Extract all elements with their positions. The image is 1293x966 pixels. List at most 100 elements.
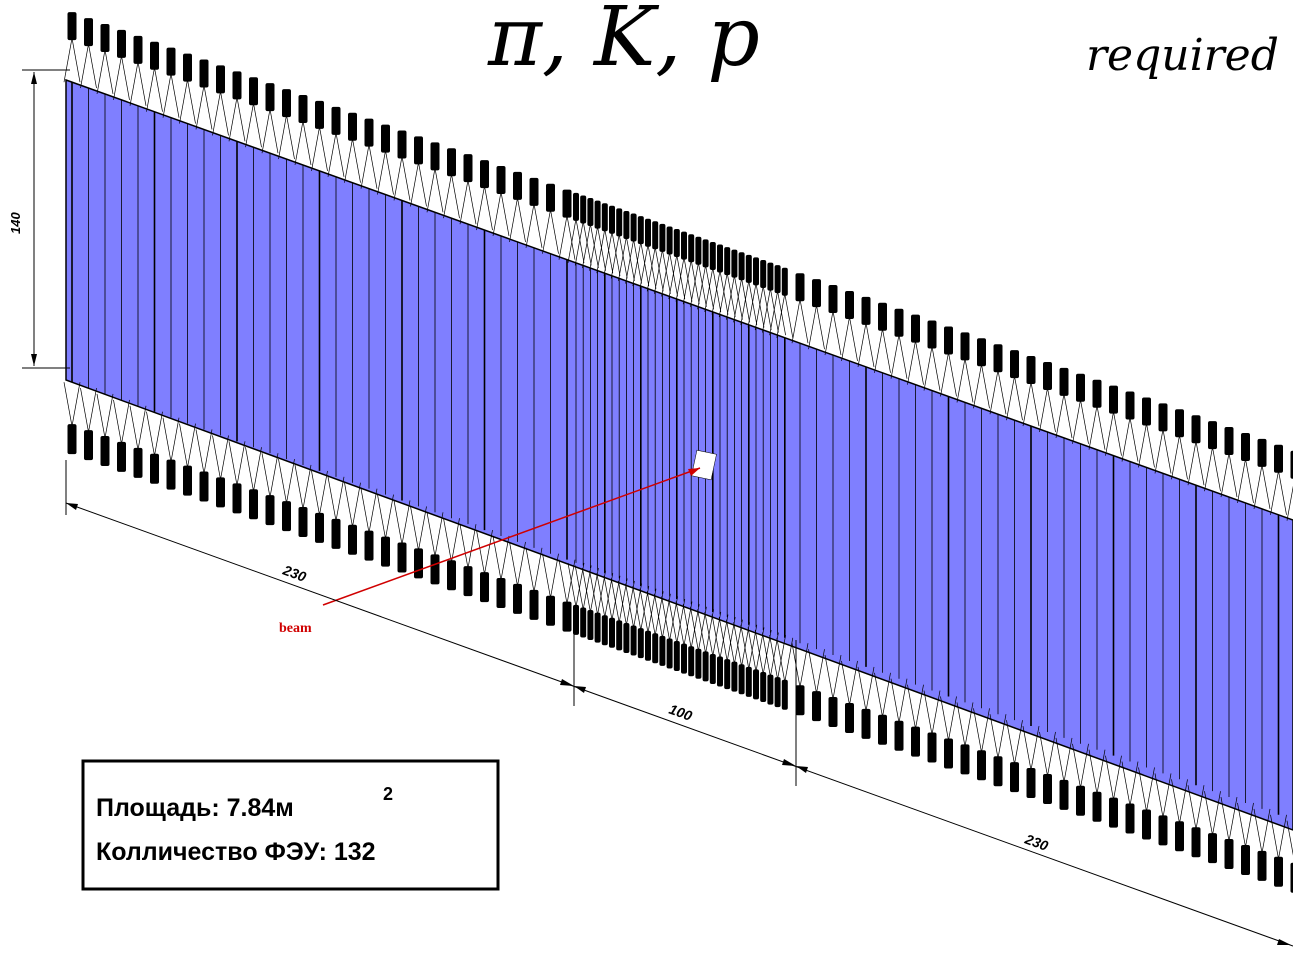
light-guide-icon <box>162 73 180 118</box>
pmt-icon <box>695 648 702 679</box>
pmt-icon <box>738 252 745 281</box>
pmt-icon <box>709 653 716 684</box>
light-guide-icon <box>940 352 957 397</box>
pmt-icon <box>1109 797 1118 828</box>
pmt-icon <box>496 577 506 608</box>
light-guide-icon <box>179 423 196 468</box>
pmt-icon <box>767 674 774 705</box>
pmt-icon <box>673 641 680 672</box>
light-guide-icon <box>476 186 493 231</box>
pmt-icon <box>84 18 93 47</box>
pmt-icon <box>753 257 759 286</box>
light-guide-icon <box>146 411 163 456</box>
light-guide-icon <box>841 316 858 362</box>
pmt-icon <box>216 477 225 508</box>
center-length-label: 100 <box>667 701 695 724</box>
pmt-icon <box>133 447 143 478</box>
pmt-icon <box>447 148 456 177</box>
pmt-icon <box>331 106 341 135</box>
pmt-icon <box>745 254 752 283</box>
pmt-icon <box>1191 415 1201 444</box>
pmt-icon <box>659 223 666 252</box>
pmt-icon <box>150 41 159 70</box>
pmt-icon <box>709 241 716 270</box>
pmt-icon <box>695 236 702 265</box>
light-guide-icon <box>989 370 1007 415</box>
pmt-icon <box>1109 385 1118 414</box>
light-guide-icon <box>956 358 974 403</box>
pmt-icon <box>1059 367 1069 396</box>
light-guide-icon <box>63 38 81 83</box>
light-guide-icon <box>393 156 411 201</box>
pmt-icon <box>1076 785 1085 816</box>
light-guide-icon <box>1253 464 1271 509</box>
pmt-icon <box>828 697 838 728</box>
pmt-icon <box>601 615 608 646</box>
pmt-icon <box>1010 350 1019 379</box>
pmt-icon <box>1274 444 1283 473</box>
light-guide-icon <box>377 494 394 539</box>
pmt-row-top <box>63 12 1293 521</box>
pmt-icon <box>133 35 143 64</box>
light-guide-icon <box>824 310 842 356</box>
pmt-icon <box>717 656 723 687</box>
pmt-icon <box>960 332 970 361</box>
pmt-icon <box>845 702 854 733</box>
pmt-icon <box>348 524 357 555</box>
pmt-icon <box>430 142 440 171</box>
light-guide-icon <box>311 470 328 515</box>
light-guide-icon <box>410 506 427 551</box>
pmt-icon <box>282 501 291 532</box>
pmt-icon <box>659 635 666 666</box>
pmt-icon <box>166 459 176 490</box>
pmt-icon <box>944 326 953 355</box>
pmt-icon <box>587 610 594 641</box>
pmt-icon <box>580 195 587 224</box>
pmt-icon <box>100 23 110 52</box>
light-guide-icon <box>509 197 526 242</box>
pmt-icon <box>315 100 324 129</box>
pmt-icon <box>731 661 738 692</box>
pmt-icon <box>480 572 489 603</box>
pmt-icon <box>594 200 601 229</box>
pmt-icon <box>183 53 192 82</box>
pmt-icon <box>845 290 854 319</box>
light-guide-icon <box>426 512 444 557</box>
pmt-icon <box>911 726 920 757</box>
light-guide-icon <box>327 476 345 521</box>
light-guide-icon <box>1187 441 1205 486</box>
pmt-icon <box>117 29 126 58</box>
pmt-icon <box>381 124 390 153</box>
required-label: required <box>1086 30 1279 81</box>
pmt-icon <box>265 495 275 526</box>
pmt-icon <box>1175 409 1184 438</box>
pmt-icon <box>447 560 456 591</box>
pmt-icon <box>67 12 77 41</box>
pmt-icon <box>760 260 767 289</box>
light-guide-icon <box>410 162 427 207</box>
pmt-icon <box>381 536 390 567</box>
light-guide-icon <box>874 328 891 373</box>
pmt-icon <box>630 625 637 656</box>
pmt-icon <box>774 265 781 294</box>
pmt-icon <box>1158 403 1168 432</box>
pmt-icon <box>724 659 731 690</box>
pmt-icon <box>681 231 687 260</box>
pmt-icon <box>232 71 242 100</box>
info-box: Площадь: 7.84м 2 Колличество ФЭУ: 132 <box>81 759 500 891</box>
pmt-icon <box>812 691 821 722</box>
pmt-icon <box>1241 844 1250 875</box>
pmt-icon <box>1241 432 1250 461</box>
height-dimension-label: 140 <box>8 212 23 234</box>
pmt-icon <box>315 512 324 543</box>
light-guide-icon <box>1138 423 1155 468</box>
pmt-icon <box>150 453 159 484</box>
pmt-icon <box>645 630 651 661</box>
pmt-icon <box>298 94 308 123</box>
pmt-icon <box>84 430 93 461</box>
pmt-icon <box>977 750 986 781</box>
pmt-icon <box>480 160 489 189</box>
light-guide-icon <box>476 530 493 575</box>
pmt-row-bottom <box>63 382 1293 893</box>
pmt-icon <box>1092 379 1102 408</box>
